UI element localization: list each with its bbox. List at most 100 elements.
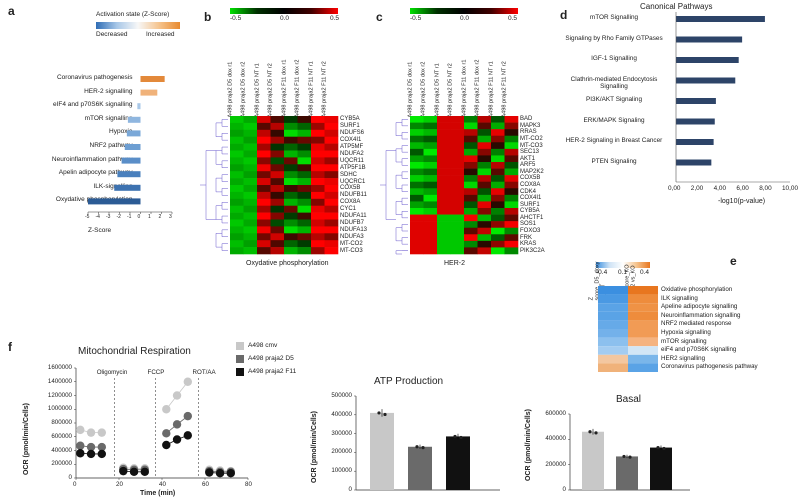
zscore-legend-title: Activation state (Z-Score) (96, 11, 170, 18)
heatmap-b-cell (257, 185, 271, 193)
heatmap-c-cell (464, 116, 478, 123)
heatmap-c-cell (477, 201, 492, 209)
heatmap-c-cell (477, 194, 492, 202)
heatmap-b-cell (324, 129, 339, 137)
heatmap-b-cell (270, 136, 285, 144)
heatmap-c-cell (504, 221, 519, 229)
heatmap-b-cell (284, 178, 298, 186)
zscore-legend-decreased: Decreased (96, 31, 128, 38)
heatmap-c-cell (477, 175, 492, 183)
heatmap-e-cell (628, 320, 658, 329)
heatmap-b-cell (230, 136, 244, 144)
heatmap-b-cell (270, 198, 285, 206)
heatmap-b-cell (257, 226, 271, 234)
atp-ytick-label: 300000 (331, 429, 352, 437)
heatmap-b-cell (297, 136, 312, 144)
heatmap-b-cell (284, 191, 298, 200)
panel-letter-c: c (376, 10, 383, 24)
respiration-series-point (140, 467, 149, 477)
heatmap-b-cell (243, 205, 258, 213)
respiration-ytick-label: 1000000 (47, 405, 72, 413)
heatmap-e-colorbar (596, 262, 650, 268)
zscore-bar (117, 171, 141, 178)
heatmap-c-cell (410, 155, 424, 163)
respiration-series-point (162, 440, 171, 450)
heatmap-c-cell (450, 135, 465, 143)
atp-ytick-label: 500000 (331, 392, 352, 399)
heatmap-c-cell (450, 175, 465, 183)
heatmap-c-cell (491, 162, 505, 169)
atp-bar (370, 412, 394, 490)
heatmap-c-cell (450, 214, 465, 222)
heatmap-e-row-label: HER2 signalling (661, 354, 706, 362)
respiration-xtick-label: 80 (245, 481, 252, 488)
heatmap-e-row-label: Hypoxia signalling (661, 329, 711, 336)
heatmap-c-cell (464, 135, 478, 143)
heatmap-b-cell (230, 226, 244, 234)
heatmap-b-cell (297, 205, 312, 213)
heatmap-c-cell (504, 188, 519, 196)
heatmap-c-gene-label: COX5B (520, 175, 541, 182)
heatmap-c-cell (464, 240, 478, 248)
heatmap-b-cell (297, 198, 312, 206)
heatmap-b-cell (284, 171, 298, 179)
canonical-row-label: PTEN Signaling (591, 157, 637, 165)
heatmap-b-cell (311, 247, 325, 255)
respiration-ytick-label: 400000 (51, 446, 72, 454)
respiration-series-point (172, 435, 182, 444)
heatmap-c-cell (437, 148, 451, 156)
heatmap-e-cell (628, 354, 658, 364)
heatmap-c-gene-label: ARF5 (520, 162, 536, 169)
respiration-series-point (162, 429, 171, 438)
heatmap-c-cell (423, 135, 438, 143)
heatmap-b-gene-label: NDUFA3 (340, 233, 364, 240)
heatmap-b-cell (311, 226, 325, 234)
zscore-tick-label: 0 (137, 214, 141, 220)
heatmap-c-cell (410, 240, 424, 248)
zscore-tick-label: -4 (95, 214, 100, 220)
heatmap-c-gene-label: COX4I1 (520, 195, 542, 202)
canonical-bar (676, 36, 743, 43)
heatmap-b-cell (324, 198, 339, 206)
heatmap-b-cell (324, 233, 339, 241)
respiration-title: Mitochondrial Respiration (78, 346, 191, 357)
heatmap-b-cell (257, 116, 271, 124)
heatmap-c-cell (437, 214, 451, 222)
panel-letter-b: b (204, 10, 212, 24)
heatmap-c-cell (504, 162, 519, 169)
heatmap-c-cell (464, 168, 478, 176)
heatmap-c-cell (410, 208, 424, 215)
heatmap-b-cell (297, 240, 312, 248)
heatmap-e-cell (598, 329, 628, 338)
respiration-series-point (97, 442, 107, 452)
zscore-tick-label: 2 (158, 214, 162, 220)
respiration-series-point (183, 431, 192, 440)
heatmap-c-cell (450, 168, 465, 176)
respiration-ytick-label: 200000 (51, 460, 72, 468)
heatmap-c-cell (410, 129, 424, 137)
heatmap-b-cell (297, 247, 312, 255)
heatmap-b-gene-label: NDUFA11 (340, 213, 367, 220)
heatmap-c-cell (437, 227, 451, 235)
zscore-row-label: NRF2 pathway (89, 142, 133, 149)
heatmap-b-cell (230, 116, 244, 124)
heatmap-c-cell (504, 168, 519, 176)
heatmap-c-cell (477, 188, 492, 196)
basal-ylabel: OCR (pmol/min/Cells) (525, 409, 532, 481)
heatmap-b-gene-label: CYB5A (340, 116, 360, 123)
heatmap-b-cell (230, 191, 244, 200)
heatmap-b-gene-label: SURF1 (340, 123, 360, 130)
heatmap-b-cell (284, 233, 298, 241)
canonical-row-label: ERK/MAPK Signaling (583, 116, 645, 124)
heatmap-b-cell (311, 233, 325, 241)
basal-datapoint (594, 431, 598, 435)
heatmap-c-cell (450, 162, 465, 169)
heatmap-b-cell (243, 219, 258, 227)
canonical-tick-label: 2,00 (690, 185, 704, 192)
heatmap-b-cell (257, 150, 271, 158)
zscore-row-label: Apelin adipocyte pathway (58, 169, 133, 177)
zscore-xlabel: Z-Score (88, 227, 112, 234)
heatmap-b-cell (311, 178, 325, 186)
